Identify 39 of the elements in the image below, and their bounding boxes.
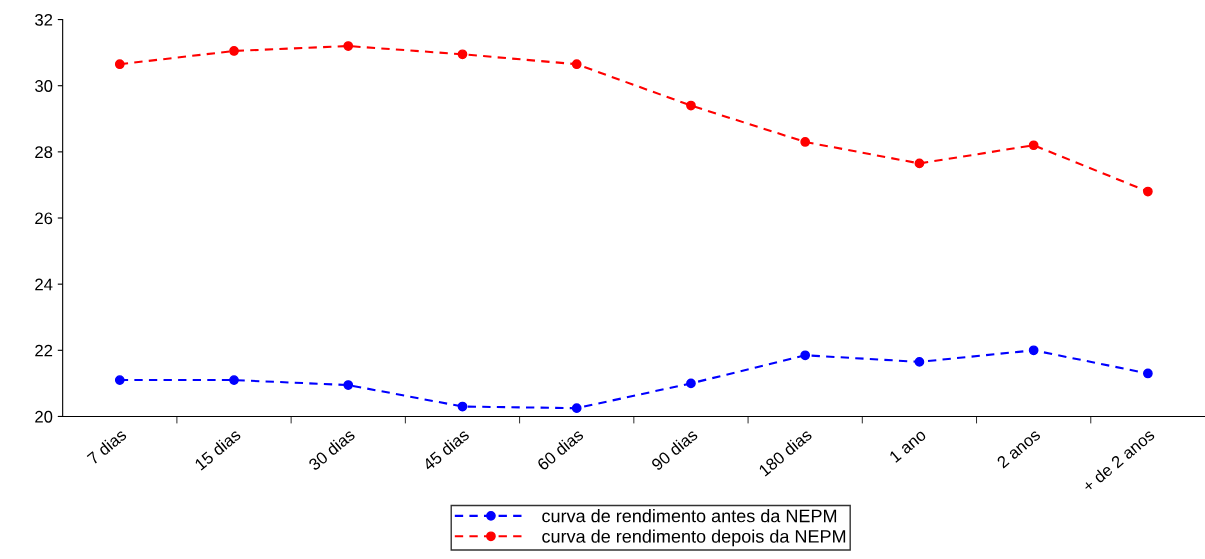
x-tick-label: 7 dias [86, 427, 128, 465]
point [343, 380, 354, 390]
point [457, 401, 468, 412]
y-tick-label: 28 [35, 146, 53, 159]
x-tick-label: 2 anos [996, 428, 1042, 469]
legend-label: curva de rendimento antes da NEPM [542, 509, 837, 523]
x-tick-label: 90 dias [650, 427, 699, 471]
point [1028, 140, 1039, 151]
x-tick-label: 30 dias [307, 427, 356, 472]
x-tick-label: 60 dias [536, 427, 585, 471]
y-tick-label: 32 [35, 13, 53, 26]
point [800, 350, 811, 361]
y-tick-label: 20 [35, 410, 53, 423]
point [914, 357, 925, 367]
x-tick-label: 15 dias [193, 427, 242, 471]
point [1143, 186, 1153, 197]
y-tick-label: 24 [35, 278, 53, 291]
x-tick-label: 180 dias [757, 427, 813, 477]
point [686, 378, 696, 389]
y-tick-label: 30 [35, 80, 53, 92]
point [343, 41, 354, 51]
x-tick-label: 45 dias [421, 427, 470, 472]
point [229, 375, 239, 385]
x-tick-label: 1 ano [888, 428, 927, 463]
x-tick-label: + de 2 anos [1081, 427, 1156, 493]
point [571, 403, 582, 414]
y-tick-label: 22 [35, 344, 53, 357]
point [457, 49, 468, 60]
legend-label: curva de rendimento depois da NEPM [542, 529, 846, 547]
point [1028, 345, 1039, 356]
y-tick-label: 26 [35, 212, 53, 225]
point [114, 375, 125, 385]
point [800, 137, 811, 147]
point [114, 59, 125, 70]
point [914, 158, 925, 169]
point [229, 46, 239, 56]
point [1143, 368, 1153, 379]
point [571, 59, 582, 70]
point [686, 100, 696, 111]
